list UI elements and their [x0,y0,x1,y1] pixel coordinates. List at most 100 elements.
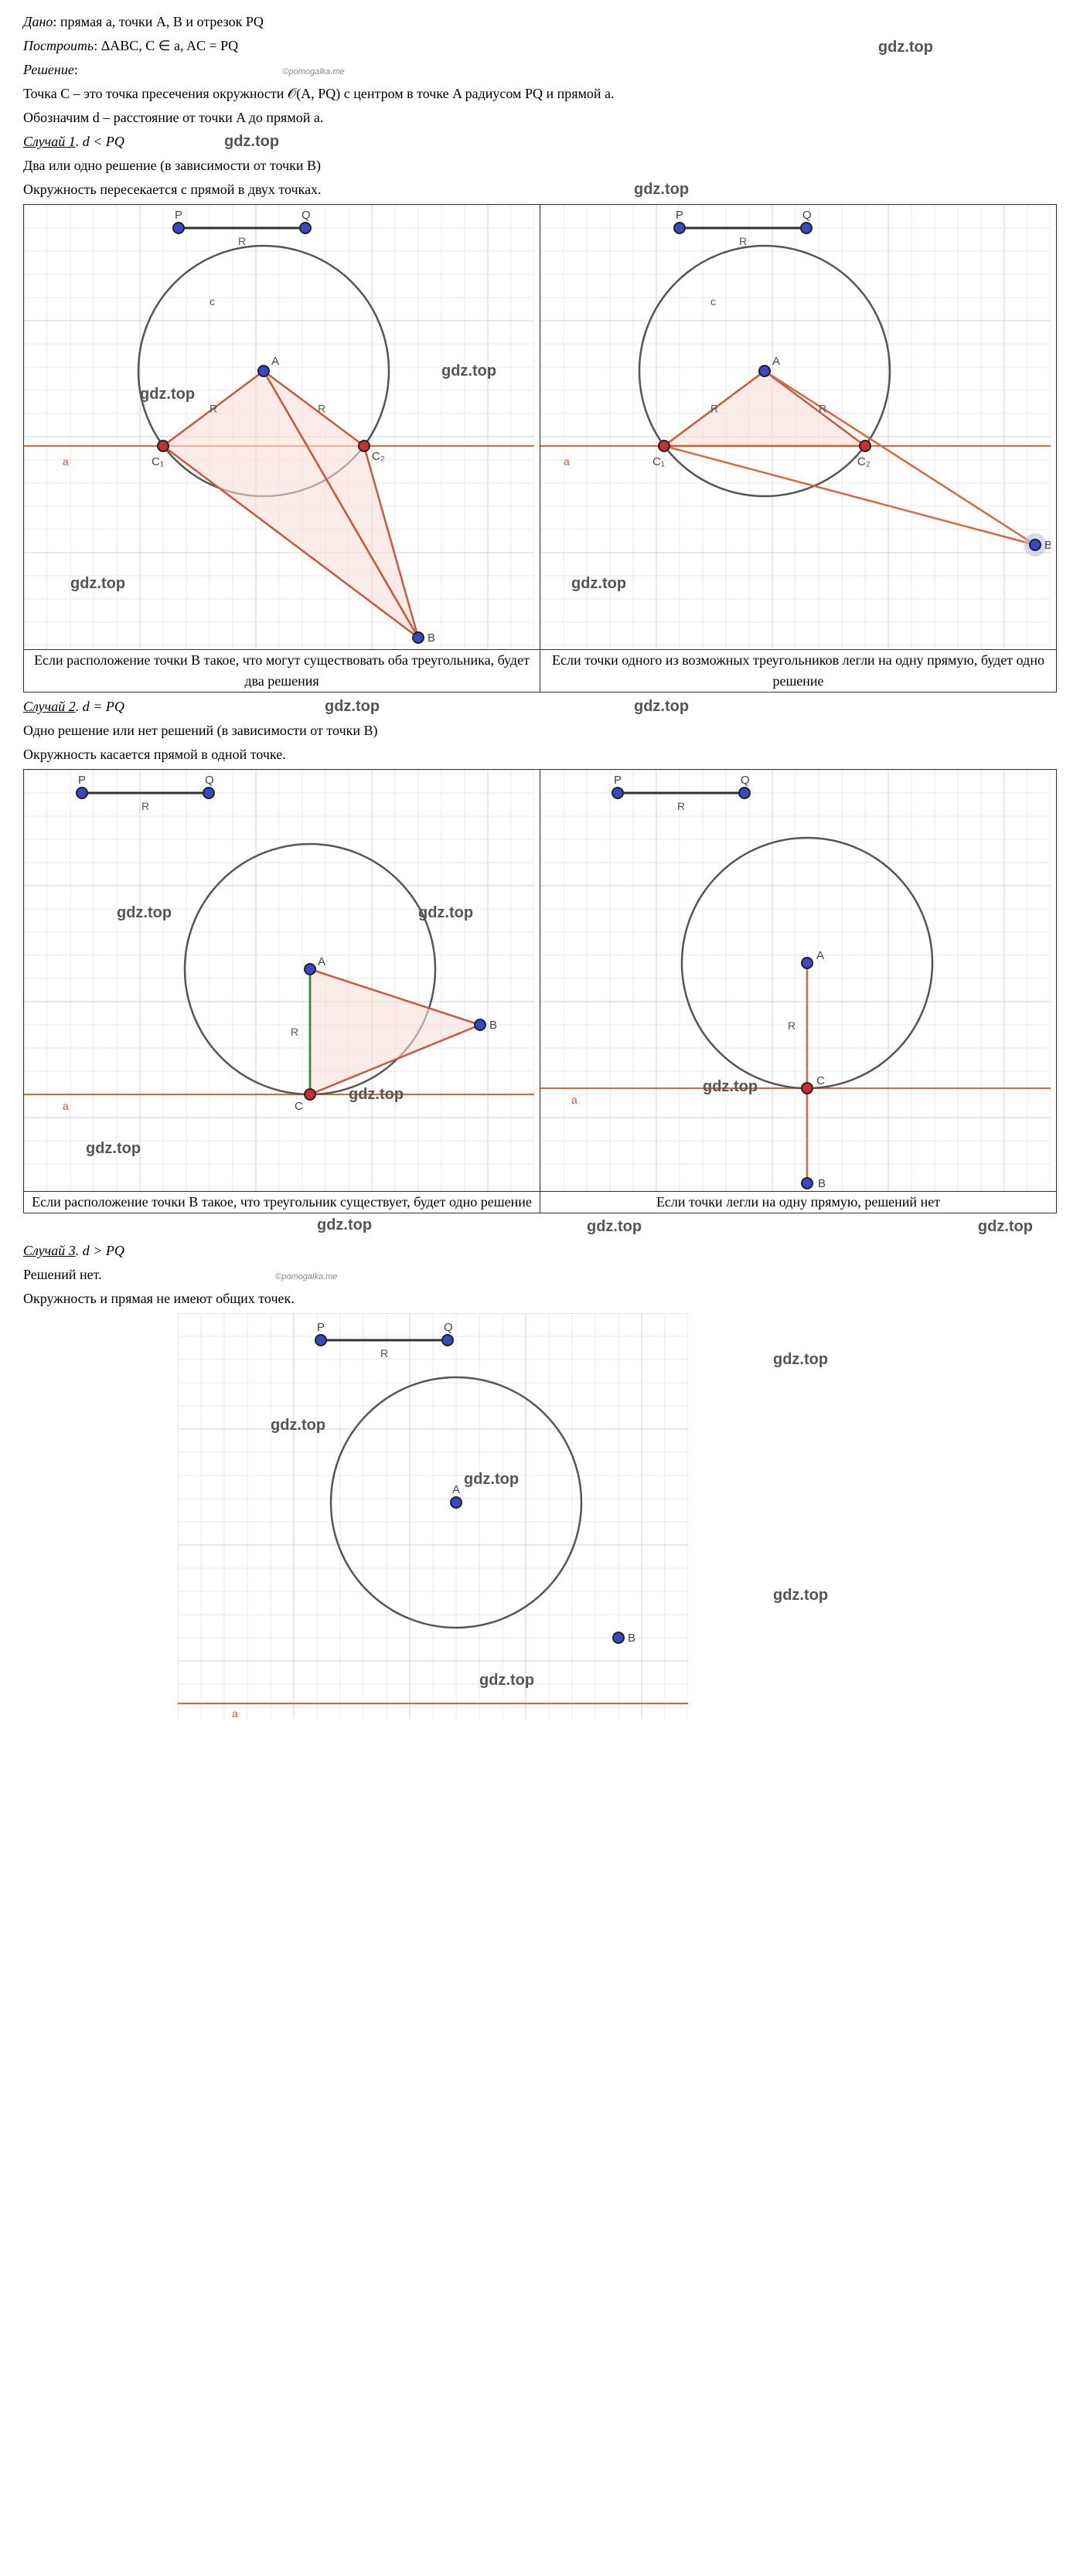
case2-line1: Одно решение или нет решений (в зависимо… [23,720,1057,741]
given-text: : прямая a, точки A, B и отрезок PQ [53,14,264,29]
svg-text:a: a [571,1094,577,1106]
svg-text:R: R [788,1019,796,1032]
svg-text:c: c [710,295,716,308]
svg-text:R: R [677,800,685,812]
svg-text:c: c [210,295,215,308]
watermark-gdz: gdz.top [140,383,195,406]
case1-right-caption: Если точки одного из возможных треугольн… [540,650,1057,692]
case2-line2: Окружность касается прямой в одной точке… [23,744,1057,765]
svg-text:P: P [676,209,683,222]
watermark-gdz: gdz.top [634,695,689,718]
build-label: Построить [23,38,94,53]
svg-text:P: P [175,209,182,222]
watermark-gdz: gdz.top [224,130,279,153]
case2-cond: . d = PQ [76,699,124,714]
case1-left-caption: Если расположение точки В такое, что мог… [24,650,540,692]
svg-text:A: A [452,1483,460,1496]
case1-right-diagram: a c P Q R A C₁ C₂ B R R gdz.top [540,205,1057,650]
case2-header: Случай 2. d = PQ gdz.top gdz.top [23,696,1057,717]
watermark-gdz: gdz.top [317,1213,372,1237]
given-row: Дано: прямая a, точки A, B и отрезок PQ [23,12,1057,32]
svg-text:C₁: C₁ [152,455,164,468]
svg-text:A: A [271,355,279,368]
case2-left-caption: Если расположение точки В такое, что тре… [24,1192,540,1213]
watermark-gdz: gdz.top [325,695,380,718]
build-row: Построить: ΔABC, C ∈ a, AC = PQ gdz.top [23,36,1057,56]
svg-text:Q: Q [741,774,750,787]
case3-line1: Решений нет. ©pomogalka.me [23,1264,1057,1285]
svg-text:a: a [63,1100,69,1112]
svg-text:A: A [816,949,824,962]
watermark-gdz: gdz.top [773,1348,828,1371]
svg-text:A: A [772,355,780,368]
case1-line1: Два или одно решение (в зависимости от т… [23,155,1057,176]
svg-text:Q: Q [444,1321,453,1334]
svg-text:P: P [78,774,86,787]
case1-cond: . d < PQ [76,134,124,149]
case3-cond: . d > PQ [76,1243,124,1258]
watermark-gdz: gdz.top [441,359,496,383]
svg-text:R: R [380,1347,388,1359]
case1-label: Случай 1 [23,134,76,149]
svg-text:R: R [291,1026,298,1038]
svg-text:a: a [232,1707,238,1719]
watermark-gdz: gdz.top [878,36,933,59]
svg-text:P: P [317,1321,325,1334]
svg-text:a: a [564,455,570,468]
svg-text:Q: Q [205,774,214,787]
point-c-text: Точка C – это точка пресечения окружност… [23,83,1057,104]
svg-text:R: R [739,235,747,247]
case2-label: Случай 2 [23,699,76,714]
svg-text:B: B [428,631,435,645]
svg-text:B: B [489,1019,497,1032]
svg-text:B: B [1044,539,1051,552]
svg-text:R: R [210,403,217,415]
svg-text:Q: Q [802,209,812,222]
svg-text:A: A [318,955,325,968]
svg-text:C₂: C₂ [857,455,870,468]
solution-row: Решение: ©pomogalka.me [23,60,1057,80]
svg-text:a: a [63,455,69,468]
svg-text:B: B [628,1632,635,1645]
watermark-gdz: gdz.top [418,901,473,924]
watermark-gdz: gdz.top [117,901,172,924]
case3-header: Случай 3. d > PQ [23,1240,1057,1261]
watermark-gdz: gdz.top [773,1584,828,1607]
case3-diagram-wrap: aPQRAB gdz.top gdz.top gdz.top gdz.top g… [178,1313,1057,1719]
watermark-gdz: gdz.top [571,572,626,595]
solution-label: Решение [23,62,74,77]
case2-right-diagram: aPQRACBR gdz.top [540,770,1057,1192]
case1-left-diagram: a c P Q R A C₁ C₂ B R R gdz.top gdz.top gdz.top [24,205,540,650]
svg-text:C: C [295,1100,303,1113]
case3-line2: Окружность и прямая не имеют общих точек… [23,1288,1057,1309]
case2-table: a P Q R A C B R gdz.top gdz.top gdz.top gdz.top… [23,769,1057,1213]
watermark-gdz: gdz.top [634,178,689,201]
svg-text:B: B [818,1177,826,1190]
case3-label: Случай 3 [23,1243,76,1258]
case2-left-diagram: a P Q R A C B R gdz.top gdz.top gdz.top gdz.top [24,770,540,1192]
watermark-gdz: gdz.top [271,1414,325,1437]
svg-text:R: R [710,403,718,415]
svg-text:R: R [238,235,246,247]
svg-text:Q: Q [302,209,311,222]
watermark-pomogalka: ©pomogalka.me [282,67,344,77]
svg-text:R: R [141,800,149,812]
watermark-pomogalka: ©pomogalka.me [275,1272,337,1281]
watermark-gdz: gdz.top [464,1468,519,1491]
watermark-gdz: gdz.top [703,1075,758,1098]
svg-text:C₂: C₂ [372,450,385,463]
svg-text:C: C [816,1074,825,1087]
watermark-gdz: gdz.top [70,572,125,595]
svg-text:R: R [819,403,826,415]
case1-header: Случай 1. d < PQ gdz.top [23,131,1057,152]
given-label: Дано [23,14,53,29]
watermark-gdz: gdz.top [349,1083,404,1106]
case2-right-caption: Если точки легли на одну прямую, решений… [540,1192,1057,1213]
denote-text: Обозначим d – расстояние от точки A до п… [23,107,1057,128]
solution-colon: : [74,62,78,77]
watermark-gdz: gdz.top [86,1137,141,1160]
build-text: : ΔABC, C ∈ a, AC = PQ [94,38,238,53]
case1-table: a c P Q R A C₁ C₂ B R R gdz.top gdz.top gdz.top a c… [23,204,1057,692]
svg-text:R: R [318,403,325,415]
svg-text:C₁: C₁ [652,455,665,468]
